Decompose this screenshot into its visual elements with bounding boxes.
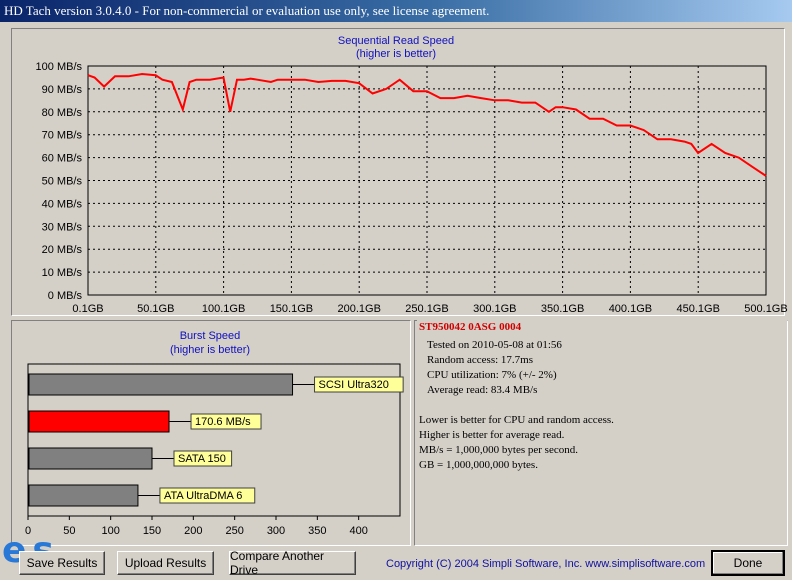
burst-label-box — [173, 450, 233, 467]
burst-bar-label: ATA UltraDMA 6 — [164, 490, 242, 502]
read-chart-title: Sequential Read Speed — [337, 35, 455, 47]
copyright-text: Copyright (C) 2004 Simpli Software, Inc.… — [386, 558, 706, 570]
y-tick-label: 70 MB/s — [42, 130, 83, 142]
note-higher: Higher is better for average read. — [419, 429, 565, 441]
y-tick-label: 40 MB/s — [42, 198, 83, 210]
x-tick-label: 450.1GB — [676, 303, 719, 315]
x-tick-label: 300.1GB — [473, 303, 516, 315]
y-tick-label: 10 MB/s — [42, 267, 83, 279]
title-bar: HD Tach version 3.0.4.0 - For non-commer… — [0, 0, 792, 22]
read-speed-line — [87, 72, 767, 177]
burst-bar — [28, 373, 294, 396]
device-name: ST950042 0ASG 0004 — [419, 321, 522, 333]
burst-x-tick-label: 350 — [308, 525, 326, 537]
y-tick-label: 90 MB/s — [42, 84, 83, 96]
save-results-button[interactable]: Save Results — [19, 551, 105, 575]
burst-x-tick-label: 100 — [101, 525, 119, 537]
burst-bar-label: 170.6 MB/s — [195, 416, 251, 428]
burst-x-tick-label: 150 — [143, 525, 161, 537]
burst-x-tick-label: 300 — [267, 525, 285, 537]
average-read: Average read: 83.4 MB/s — [427, 384, 538, 396]
y-tick-label: 60 MB/s — [42, 153, 83, 165]
x-tick-label: 200.1GB — [337, 303, 380, 315]
done-button[interactable]: Done — [711, 550, 785, 576]
x-tick-label: 400.1GB — [609, 303, 652, 315]
burst-chart-subtitle: (higher is better) — [169, 344, 251, 356]
burst-speed-chart: 0 50 100 150 200 250 300 350 400 SCSI Ultra320 170… — [25, 363, 404, 537]
burst-x-tick-label: 50 — [63, 525, 75, 537]
x-tick-label: 350.1GB — [541, 303, 584, 315]
note-gb: GB = 1,000,000,000 bytes. — [419, 459, 538, 471]
burst-x-tick-label: 250 — [225, 525, 243, 537]
y-tick-label: 50 MB/s — [42, 176, 83, 188]
note-mbs: MB/s = 1,000,000 bytes per second. — [419, 444, 578, 456]
y-tick-label: 20 MB/s — [42, 244, 83, 256]
burst-chart-title: Burst Speed — [179, 330, 241, 342]
y-tick-label: 0 MB/s — [48, 290, 83, 302]
burst-bar — [28, 484, 139, 507]
burst-bar-label: SCSI Ultra320 — [319, 379, 389, 391]
x-tick-label: 500.1GB — [744, 303, 787, 315]
compare-drive-button[interactable]: Compare Another Drive — [229, 549, 356, 577]
burst-bar — [28, 447, 153, 470]
read-chart-subtitle: (higher is better) — [355, 48, 437, 60]
y-tick-label: 80 MB/s — [42, 107, 83, 119]
burst-bar — [28, 410, 170, 433]
burst-x-tick-label: 200 — [184, 525, 202, 537]
x-tick-label: 250.1GB — [405, 303, 448, 315]
tested-date: Tested on 2010-05-08 at 01:56 — [427, 339, 562, 351]
burst-x-tick-label: 400 — [349, 525, 367, 537]
burst-label-box — [190, 413, 262, 430]
burst-x-tick-label: 0 — [25, 525, 31, 537]
random-access: Random access: 17.7ms — [427, 354, 534, 366]
x-tick-label: 100.1GB — [202, 303, 245, 315]
x-tick-label: 0.1GB — [72, 303, 103, 315]
x-tick-label: 150.1GB — [270, 303, 313, 315]
upload-results-button[interactable]: Upload Results — [117, 551, 214, 575]
cpu-utilization: CPU utilization: 7% (+/- 2%) — [427, 369, 557, 381]
y-tick-label: 30 MB/s — [42, 221, 83, 233]
burst-bar-label: SATA 150 — [178, 453, 226, 465]
results-info: ST950042 0ASG 0004 Tested on 2010-05-08 … — [417, 319, 787, 544]
burst-label-box — [314, 376, 404, 393]
x-tick-label: 50.1GB — [137, 303, 174, 315]
note-lower: Lower is better for CPU and random acces… — [419, 414, 614, 426]
y-tick-label: 100 MB/s — [36, 61, 83, 73]
window-title: HD Tach version 3.0.4.0 - For non-commer… — [4, 3, 490, 18]
read-speed-chart: 100 MB/s 90 MB/s 80 MB/s 70 MB/s 60 MB/s 50 M… — [36, 61, 788, 315]
burst-label-box — [159, 487, 256, 504]
